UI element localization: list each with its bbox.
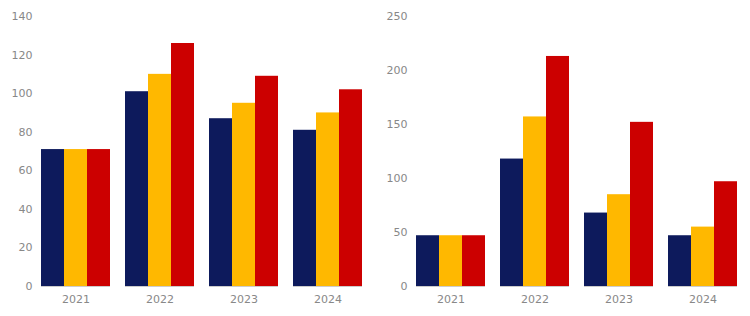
- svg-text:2022: 2022: [521, 293, 549, 306]
- svg-text:2024: 2024: [314, 293, 342, 306]
- svg-text:2024: 2024: [689, 293, 717, 306]
- svg-text:150: 150: [387, 118, 408, 131]
- svg-text:200: 200: [387, 64, 408, 77]
- svg-text:2023: 2023: [230, 293, 258, 306]
- svg-text:80: 80: [19, 126, 33, 139]
- svg-text:0: 0: [401, 280, 408, 293]
- svg-text:140: 140: [12, 10, 33, 23]
- svg-text:50: 50: [394, 226, 408, 239]
- svg-text:2021: 2021: [62, 293, 90, 306]
- svg-text:100: 100: [12, 87, 33, 100]
- svg-text:40: 40: [19, 203, 33, 216]
- svg-text:2022: 2022: [146, 293, 174, 306]
- svg-text:120: 120: [12, 49, 33, 62]
- svg-text:250: 250: [387, 10, 408, 23]
- svg-text:60: 60: [19, 164, 33, 177]
- svg-text:100: 100: [387, 172, 408, 185]
- svg-text:20: 20: [19, 241, 33, 254]
- svg-text:0: 0: [26, 280, 33, 293]
- svg-text:2021: 2021: [437, 293, 465, 306]
- svg-text:2023: 2023: [605, 293, 633, 306]
